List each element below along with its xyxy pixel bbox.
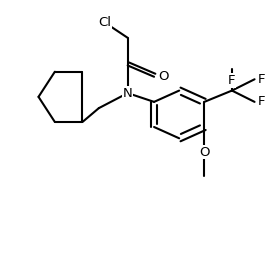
Text: F: F [258,73,265,86]
Text: O: O [158,70,169,83]
Text: F: F [228,74,236,87]
Text: F: F [258,96,265,108]
Text: O: O [199,146,210,158]
Text: N: N [123,87,133,100]
Text: Cl: Cl [99,16,111,29]
